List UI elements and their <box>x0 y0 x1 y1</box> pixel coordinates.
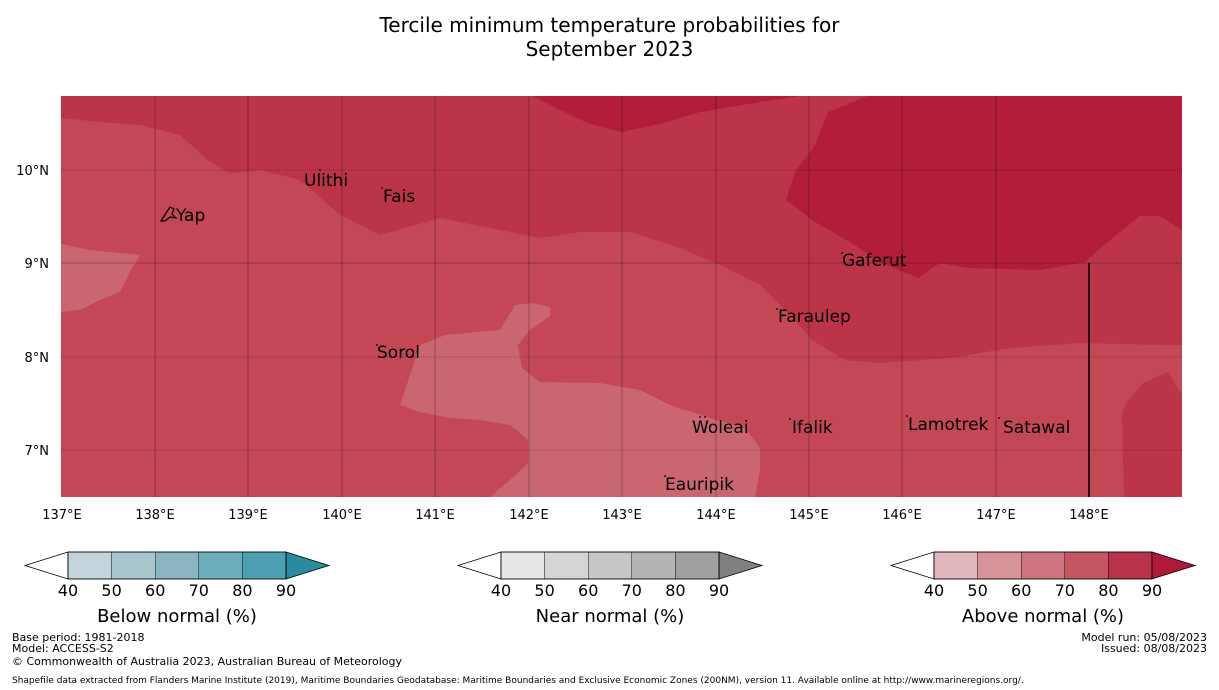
lon-tick: 148°E <box>1069 508 1109 523</box>
colorbar-segment <box>587 551 632 580</box>
colorbar-extension-high <box>1151 551 1197 580</box>
colorbar-tick-label: 70 <box>1055 581 1075 600</box>
longitude-axis: 137°E 138°E 139°E 140°E 141°E 142°E 143°… <box>42 508 1109 523</box>
colorbar-tick-label: 50 <box>534 581 554 600</box>
colorbar-tick-label: 60 <box>1011 581 1031 600</box>
colorbar-near-normal: 40 50 60 70 80 90 Near normal (%) <box>456 551 764 627</box>
colorbar-segment <box>111 551 156 580</box>
colorbar-tick-label: 90 <box>276 581 296 600</box>
place-label-lamotrek: Lamotrek <box>908 415 989 435</box>
lon-tick: 143°E <box>602 508 642 523</box>
colorbar-segment <box>242 551 287 580</box>
colorbar-segment <box>1108 551 1153 580</box>
lon-tick: 142°E <box>509 508 549 523</box>
colorbar-frame <box>933 551 1153 580</box>
zone-above-80-90 <box>533 96 800 132</box>
base-period-text: Base period: 1981-2018 <box>12 631 145 644</box>
place-label-yap: Yap <box>175 206 205 226</box>
colorbar-segment <box>977 551 1022 580</box>
colorbar-frame <box>500 551 720 580</box>
issued-text: Issued: 08/08/2023 <box>1100 642 1207 655</box>
map-title-line2: September 2023 <box>525 37 694 61</box>
place-label-ifalik: Ifalik <box>792 418 833 438</box>
colorbar-segment <box>67 551 112 580</box>
latitude-axis: 10°N 9°N 8°N 7°N <box>16 164 49 459</box>
model-run-text: Model run: 05/08/2023 <box>1081 631 1207 644</box>
colorbar-tick-label: 50 <box>101 581 121 600</box>
colorbar-tick-label: 70 <box>622 581 642 600</box>
colorbar-extension-low <box>889 551 935 580</box>
place-label-faraulep: Faraulep <box>778 307 851 327</box>
colorbar-segment <box>500 551 545 580</box>
place-label-satawal: Satawal <box>1003 418 1070 438</box>
colorbar-tick-label: 90 <box>1142 581 1162 600</box>
colorbar-tick-label: 40 <box>491 581 511 600</box>
zone-above-70-80 <box>1122 372 1182 497</box>
colorbar-tick-label: 60 <box>578 581 598 600</box>
colorbar-above-normal: 40 50 60 70 80 90 Above normal (%) <box>889 551 1197 627</box>
colorbar-extension-low <box>23 551 69 580</box>
place-label-eauripik: Eauripik <box>665 475 734 495</box>
zone-above-40-50 <box>400 303 760 497</box>
colorbar-segment <box>198 551 243 580</box>
place-label-fais: Fais <box>383 187 415 207</box>
copyright-text: © Commonwealth of Australia 2023, Austra… <box>12 655 402 668</box>
place-label-gaferut: Gaferut <box>842 251 907 271</box>
colorbar-title: Near normal (%) <box>536 606 685 627</box>
colorbar-segment <box>675 551 720 580</box>
lon-tick: 138°E <box>135 508 175 523</box>
colorbar-below-normal: 40 50 60 70 80 90 Below normal (%) <box>23 551 331 627</box>
island-markers <box>319 169 1000 477</box>
colorbar-extension-high <box>285 551 331 580</box>
colorbar-title: Below normal (%) <box>97 606 257 627</box>
colorbar-segment <box>1020 551 1065 580</box>
colorbar-tick-label: 80 <box>1098 581 1118 600</box>
place-label-woleai: Woleai <box>692 418 749 438</box>
colorbar-tick-label: 80 <box>665 581 685 600</box>
lon-tick: 140°E <box>322 508 362 523</box>
colorbar-segment <box>1064 551 1109 580</box>
graticule <box>61 96 1182 497</box>
colorbar-title: Above normal (%) <box>962 606 1124 627</box>
lat-tick: 8°N <box>25 351 50 366</box>
lat-tick: 9°N <box>25 257 50 272</box>
zone-above-40-50 <box>61 244 140 312</box>
yap-island-outline <box>159 206 178 222</box>
lon-tick: 141°E <box>415 508 455 523</box>
colorbar-segment <box>631 551 676 580</box>
lon-tick: 146°E <box>882 508 922 523</box>
lat-tick: 7°N <box>25 444 50 459</box>
map-plot-area[interactable]: Ulithi Fais Yap Gaferut Faraulep Sorol W… <box>61 96 1182 497</box>
map-title-line1: Tercile minimum temperature probabilitie… <box>379 13 840 37</box>
colorbar-tick-label: 80 <box>232 581 252 600</box>
colorbar-extension-high <box>718 551 764 580</box>
colorbar-extension-low <box>456 551 502 580</box>
colorbar-segment <box>154 551 199 580</box>
lon-tick: 144°E <box>696 508 736 523</box>
place-label-ulithi: Ulithi <box>304 171 348 191</box>
colorbar-frame <box>67 551 287 580</box>
colorbar-tick-label: 70 <box>189 581 209 600</box>
lat-tick: 10°N <box>16 164 49 179</box>
colorbar-tick-label: 40 <box>924 581 944 600</box>
model-text: Model: ACCESS-S2 <box>12 642 114 655</box>
place-label-sorol: Sorol <box>377 343 420 363</box>
colorbar-tick-label: 50 <box>967 581 987 600</box>
lon-tick: 145°E <box>789 508 829 523</box>
colorbar-tick-label: 90 <box>709 581 729 600</box>
lon-tick: 137°E <box>42 508 82 523</box>
shapefile-credit-text: Shapefile data extracted from Flanders M… <box>12 676 1024 686</box>
colorbar-segment <box>544 551 589 580</box>
colorbar-tick-label: 40 <box>58 581 78 600</box>
lon-tick: 147°E <box>976 508 1016 523</box>
colorbar-tick-label: 60 <box>145 581 165 600</box>
zone-above-80-90 <box>786 96 1182 278</box>
lon-tick: 139°E <box>228 508 268 523</box>
colorbar-segment <box>933 551 978 580</box>
